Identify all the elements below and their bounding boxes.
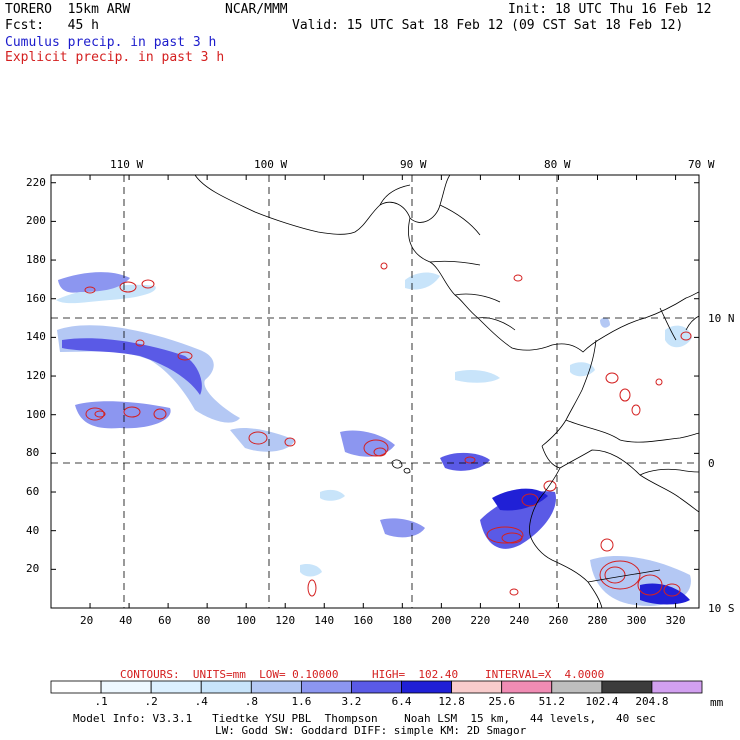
x-tick-label: 80 bbox=[197, 614, 211, 627]
legend-label: 3.2 bbox=[341, 695, 362, 708]
legend-label: 102.4 bbox=[585, 695, 619, 708]
legend-label: 6.4 bbox=[391, 695, 412, 708]
cumulus-precip-label: Cumulus precip. in past 3 h bbox=[5, 35, 217, 50]
legend-label: .2 bbox=[144, 695, 158, 708]
y-tick-label: 200 bbox=[26, 214, 46, 228]
legend-label: 204.8 bbox=[635, 695, 669, 708]
contour-interval: INTERVAL=X 4.0000 bbox=[485, 668, 605, 681]
lon-label-90w: 90 W bbox=[400, 158, 427, 171]
legend-swatch bbox=[200, 680, 252, 694]
lat-label-0: 0 bbox=[708, 457, 715, 470]
explicit-precip-label: Explicit precip. in past 3 h bbox=[5, 50, 225, 65]
lon-label-70w: 70 W bbox=[688, 158, 715, 171]
lon-label-100w: 100 W bbox=[254, 158, 288, 171]
legend-swatch bbox=[501, 680, 553, 694]
x-tick-label: 20 bbox=[80, 614, 94, 627]
model-info: Model Info: V3.3.1 Tiedtke YSU PBL Thomp… bbox=[73, 712, 656, 725]
contour-high: HIGH= 102.40 bbox=[372, 668, 459, 681]
lon-label-80w: 80 W bbox=[544, 158, 571, 171]
x-tick-label: 300 bbox=[626, 614, 647, 627]
legend-label: .4 bbox=[194, 695, 208, 708]
y-tick-label: 120 bbox=[26, 369, 46, 383]
x-tick-label: 180 bbox=[392, 614, 413, 627]
legend-swatch bbox=[250, 680, 302, 694]
x-tick-label: 120 bbox=[275, 614, 296, 627]
y-tick-label: 40 bbox=[26, 523, 40, 537]
legend-swatch bbox=[100, 680, 152, 694]
legend-label: 25.6 bbox=[488, 695, 515, 708]
legend-swatch bbox=[401, 680, 453, 694]
legend-label: 51.2 bbox=[538, 695, 566, 708]
forecast-hour: Fcst: 45 h bbox=[5, 18, 99, 33]
y-tick-label: 180 bbox=[26, 253, 46, 267]
y-tick-label: 220 bbox=[26, 175, 46, 189]
lat-label-10s: 10 S bbox=[708, 602, 735, 615]
x-tick-label: 140 bbox=[314, 614, 335, 627]
legend-swatch bbox=[300, 680, 352, 694]
x-tick-label: 200 bbox=[431, 614, 452, 627]
legend-swatch bbox=[50, 680, 102, 694]
x-tick-label: 320 bbox=[665, 614, 686, 627]
init-time: Init: 18 UTC Thu 16 Feb 12 bbox=[508, 2, 712, 17]
model-title: TORERO 15km ARW bbox=[5, 2, 131, 17]
legend-label: .8 bbox=[244, 695, 258, 708]
center-label: NCAR/MMM bbox=[225, 2, 288, 17]
x-tick-label: 280 bbox=[587, 614, 608, 627]
coastlines bbox=[194, 174, 700, 609]
lon-label-110w: 110 W bbox=[110, 158, 144, 171]
y-tick-label: 80 bbox=[26, 446, 40, 460]
legend-swatch bbox=[150, 680, 202, 694]
physics-info: LW: Godd SW: Goddard DIFF: simple KM: 2D… bbox=[215, 724, 527, 737]
legend-swatch bbox=[551, 680, 603, 694]
legend-swatch bbox=[351, 680, 402, 694]
y-tick-label: 160 bbox=[26, 291, 46, 305]
x-tick-label: 260 bbox=[548, 614, 569, 627]
legend-unit: mm bbox=[710, 696, 724, 709]
legend-swatch bbox=[451, 680, 503, 694]
lat-label-10n: 10 N bbox=[708, 312, 735, 325]
legend-swatch bbox=[651, 680, 703, 694]
map-frame bbox=[50, 174, 700, 609]
y-tick-label: 140 bbox=[26, 330, 46, 344]
x-tick-label: 100 bbox=[236, 614, 257, 627]
y-tick-label: 100 bbox=[26, 407, 46, 421]
x-tick-label: 60 bbox=[158, 614, 172, 627]
legend-swatch bbox=[601, 680, 653, 694]
x-tick-label: 40 bbox=[119, 614, 133, 627]
legend-label: .1 bbox=[94, 695, 108, 708]
axis-ticks bbox=[51, 175, 699, 608]
legend-label: 1.6 bbox=[291, 695, 312, 708]
legend-label: 12.8 bbox=[438, 695, 465, 708]
explicit-precip-contours bbox=[84, 262, 692, 597]
lat-lon-grid bbox=[51, 175, 699, 608]
contour-info: CONTOURS: UNITS=mm LOW= 0.10000 bbox=[120, 668, 339, 681]
y-tick-label: 60 bbox=[26, 485, 40, 499]
valid-time: Valid: 15 UTC Sat 18 Feb 12 (09 CST Sat … bbox=[292, 18, 684, 33]
x-tick-label: 220 bbox=[470, 614, 491, 627]
x-tick-label: 240 bbox=[509, 614, 530, 627]
y-tick-label: 20 bbox=[26, 562, 40, 576]
x-tick-label: 160 bbox=[353, 614, 374, 627]
